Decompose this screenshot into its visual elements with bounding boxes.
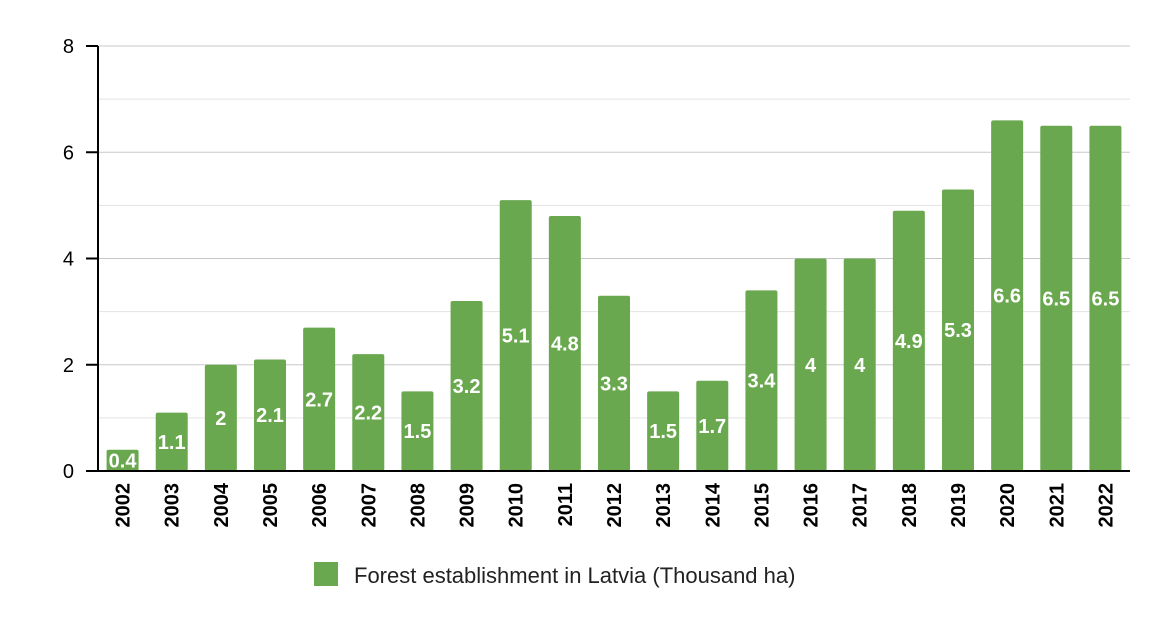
bar-2019 bbox=[942, 189, 974, 471]
legend: Forest establishment in Latvia (Thousand… bbox=[314, 562, 795, 588]
x-tick-label: 2008 bbox=[407, 483, 429, 528]
bars bbox=[106, 120, 1122, 471]
data-label: 4.9 bbox=[895, 331, 923, 353]
bar-2016 bbox=[794, 258, 827, 471]
bar-2004 bbox=[204, 364, 237, 471]
legend-swatch bbox=[314, 562, 338, 586]
x-tick-label: 2007 bbox=[358, 483, 380, 528]
bar-2011 bbox=[548, 216, 581, 471]
bar-2018 bbox=[892, 210, 925, 471]
x-tick-label: 2019 bbox=[948, 483, 970, 528]
x-tick-label: 2022 bbox=[1095, 483, 1117, 528]
bar-2006 bbox=[303, 327, 336, 471]
x-tick-label: 2015 bbox=[751, 483, 773, 528]
x-tick-label: 2014 bbox=[702, 482, 724, 527]
y-tick-label: 0 bbox=[63, 461, 74, 483]
data-label: 1.7 bbox=[698, 416, 726, 438]
x-tick-label: 2012 bbox=[604, 483, 626, 528]
bar-2015 bbox=[745, 290, 778, 471]
bar-2021 bbox=[1040, 125, 1073, 471]
data-label: 4.8 bbox=[551, 334, 579, 356]
data-label: 3.3 bbox=[600, 373, 628, 395]
bar-2012 bbox=[598, 295, 630, 471]
data-label: 4 bbox=[805, 355, 817, 377]
data-label: 6.5 bbox=[1042, 288, 1070, 310]
x-tick-label: 2010 bbox=[506, 483, 528, 528]
axes: 0 2 4 6 8 2002 2003 2004 2005 2006 2007 2008 2009 201… bbox=[63, 36, 1130, 528]
x-tick-label: 2020 bbox=[997, 483, 1019, 528]
x-tick-label: 2016 bbox=[801, 483, 823, 528]
bar-2017 bbox=[843, 258, 876, 471]
x-tick-label: 2005 bbox=[260, 483, 282, 528]
x-tick-label: 2003 bbox=[162, 483, 184, 528]
data-label: 2.2 bbox=[354, 403, 382, 425]
x-tick-label: 2009 bbox=[457, 483, 479, 528]
data-label: 1.5 bbox=[649, 421, 677, 443]
x-tick-label: 2011 bbox=[555, 483, 577, 526]
data-label: 5.1 bbox=[502, 326, 530, 348]
y-tick-label: 4 bbox=[63, 249, 74, 271]
data-label: 6.6 bbox=[993, 286, 1021, 308]
data-label: 3.4 bbox=[748, 371, 777, 393]
data-label: 5.3 bbox=[944, 320, 972, 342]
bar-2008 bbox=[401, 391, 434, 471]
data-label: 1.5 bbox=[404, 421, 432, 443]
data-label: 2.1 bbox=[256, 405, 284, 427]
data-label: 2.7 bbox=[305, 389, 333, 411]
bar-2009 bbox=[450, 301, 483, 471]
data-label: 2 bbox=[215, 408, 226, 430]
data-label: 6.5 bbox=[1092, 288, 1120, 310]
x-tick-label: 2002 bbox=[113, 483, 135, 528]
data-label: 0.4 bbox=[109, 450, 138, 472]
bar-2003 bbox=[155, 412, 188, 471]
bar-2020 bbox=[991, 120, 1024, 471]
bar-2014 bbox=[696, 380, 729, 471]
x-tick-label: 2004 bbox=[211, 482, 233, 527]
bar-2010 bbox=[499, 200, 532, 471]
y-tick-label: 8 bbox=[63, 36, 74, 58]
bar-2005 bbox=[254, 359, 286, 471]
x-tick-label: 2018 bbox=[899, 483, 921, 528]
bar-2022 bbox=[1089, 125, 1122, 471]
x-tick-label: 2021 bbox=[1046, 483, 1068, 528]
y-tick-label: 6 bbox=[63, 142, 74, 164]
bar-2007 bbox=[352, 354, 385, 471]
x-tick-label: 2013 bbox=[653, 483, 675, 528]
data-label: 1.1 bbox=[158, 432, 186, 454]
data-label: 3.2 bbox=[453, 376, 481, 398]
x-tick-label: 2017 bbox=[850, 483, 872, 528]
bar-2002 bbox=[106, 449, 139, 471]
y-tick-label: 2 bbox=[63, 355, 74, 377]
data-labels: 0.4 1.1 2 2.1 2.7 2.2 1.5 3.2 5.1 4.8 3.3 1.5 1.7 3.4… bbox=[107, 284, 1122, 475]
data-label: 4 bbox=[854, 355, 866, 377]
x-tick-label: 2006 bbox=[309, 483, 331, 528]
bar-2013 bbox=[647, 391, 680, 471]
legend-label: Forest establishment in Latvia (Thousand… bbox=[354, 563, 795, 588]
